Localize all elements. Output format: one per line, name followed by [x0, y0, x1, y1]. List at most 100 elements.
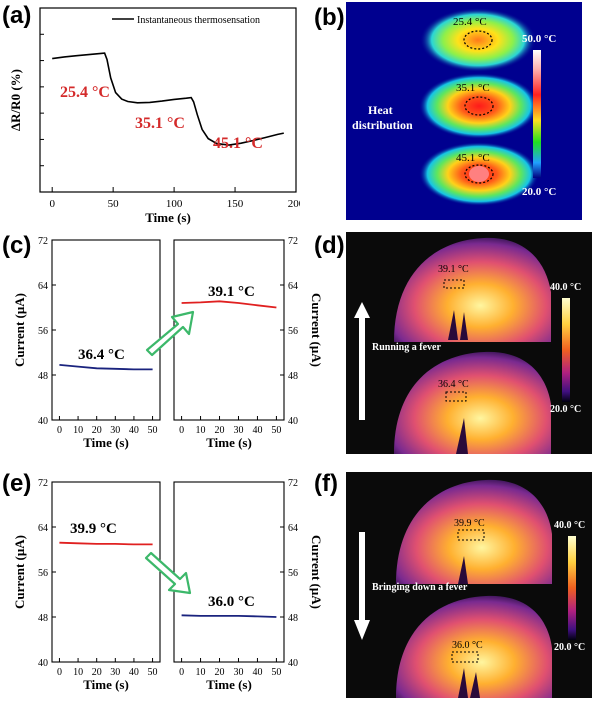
plot-frame: [51, 481, 161, 663]
x-tick-label: 30: [233, 425, 243, 436]
y-tick-label: 72: [288, 236, 298, 247]
x-tick-label: 30: [110, 667, 120, 678]
series-line: [59, 541, 153, 546]
temp-annotation-a: 35.1 °C: [135, 115, 185, 132]
y-tick-label: 64: [288, 281, 298, 292]
temp-annotation: 39.1 °C: [208, 284, 255, 300]
x-tick-label: 40: [252, 667, 262, 678]
green-arrow-up-icon: [145, 310, 195, 357]
series-line: [181, 300, 277, 309]
panel-label-a: (a): [2, 2, 32, 29]
spot-temp-3: 45.1 °C: [456, 152, 490, 164]
spot-marker-d2: [445, 391, 467, 402]
y-axis-label-left: Current (μA): [12, 293, 27, 367]
x-axis-label: Time (s): [206, 435, 252, 450]
spot-marker-2: [464, 96, 494, 116]
heat-distribution-label: Heat distribution: [352, 103, 413, 132]
x-tick-label: 20: [92, 667, 102, 678]
spot-marker-1: [463, 30, 493, 50]
x-axis-label-a: Time (s): [145, 210, 191, 225]
sensor-wire-1: [448, 310, 458, 340]
sensor-wire-5: [458, 668, 468, 698]
x-tick-label: 40: [129, 425, 139, 436]
x-tick-label: 10: [196, 425, 206, 436]
bringing-down-fever-label: Bringing down a fever: [372, 582, 468, 593]
spot-temp-d2: 36.4 °C: [438, 379, 469, 390]
panel-label-b: (b): [314, 4, 345, 31]
head-thermal-4: [396, 595, 552, 698]
sensor-wire-2: [460, 312, 468, 340]
x-tick-label: 20: [215, 425, 225, 436]
heat-spot-2: [419, 73, 539, 139]
x-tick-label: 0: [57, 667, 62, 678]
y-tick-label: 72: [288, 478, 298, 489]
panel-label-e: (e): [2, 470, 32, 497]
series-line-a: [52, 52, 284, 146]
x-tick-label-a: 50: [108, 198, 120, 210]
y-tick-label: 48: [288, 613, 298, 624]
x-tick-label: 0: [179, 667, 184, 678]
x-tick-label-a: 0: [49, 198, 55, 210]
y-tick-label: 56: [288, 568, 298, 579]
sensor-wire-4: [458, 556, 468, 584]
y-tick-label: 40: [288, 416, 298, 427]
x-axis-label: Time (s): [83, 677, 129, 692]
panel-label-c: (c): [2, 232, 32, 259]
y-tick-label: 40: [38, 658, 48, 669]
x-tick-label-a: 150: [227, 198, 244, 210]
colorbar-max-b: 50.0 °C: [522, 33, 556, 45]
y-tick-label: 64: [288, 523, 298, 534]
chart-a: 0 50 100 150 200 Time (s) ΔR/R0 (%) Instantaneo…: [8, 7, 300, 225]
y-tick-label: 56: [38, 568, 48, 579]
x-axis-label: Time (s): [83, 435, 129, 450]
temp-annotation: 39.9 °C: [70, 521, 117, 537]
y-tick-label: 56: [288, 326, 298, 337]
x-tick-label: 10: [73, 667, 83, 678]
y-tick-label: 40: [38, 416, 48, 427]
x-tick-label: 50: [148, 425, 158, 436]
thermal-image-f: 39.9 °C 36.0 °C Bringing down a fever 40…: [346, 472, 592, 698]
spot-temp-f1: 39.9 °C: [454, 518, 485, 529]
spot-marker-f2: [451, 651, 479, 663]
colorbar-min-f: 20.0 °C: [554, 642, 585, 653]
x-tick-label: 50: [271, 667, 281, 678]
y-tick-label: 40: [288, 658, 298, 669]
sensor-wire-3: [456, 418, 468, 454]
temp-annotation-a: 25.4 °C: [60, 84, 110, 101]
y-axis-label-right: Current (μA): [309, 535, 324, 609]
x-tick-label: 0: [179, 425, 184, 436]
temp-annotation: 36.4 °C: [78, 347, 125, 363]
legend-label-a: Instantaneous thermosensation: [137, 15, 260, 26]
y-axis-label-right: Current (μA): [309, 293, 324, 367]
x-tick-label: 50: [271, 425, 281, 436]
series-line: [59, 364, 153, 371]
x-tick-label: 20: [215, 667, 225, 678]
green-arrow-down-icon: [144, 551, 192, 595]
spot-marker-d1: [443, 279, 465, 289]
y-tick-label: 48: [38, 613, 48, 624]
plot-frame: [173, 481, 285, 663]
series-line: [181, 614, 277, 618]
head-thermal-2: [394, 351, 551, 454]
x-tick-label: 10: [196, 667, 206, 678]
x-axis-label: Time (s): [206, 677, 252, 692]
plot-frame: [51, 239, 161, 421]
head-thermal-1: [394, 237, 551, 342]
colorbar-min-d: 20.0 °C: [550, 404, 581, 415]
spot-temp-2: 35.1 °C: [456, 82, 490, 94]
panel-label-f: (f): [314, 470, 338, 497]
thermal-image-d: 39.1 °C 36.4 °C Running a fever 40.0 °C …: [346, 232, 592, 454]
y-tick-label: 48: [38, 371, 48, 382]
x-tick-label: 30: [110, 425, 120, 436]
sensor-wire-6: [470, 672, 480, 698]
spot-marker-f1: [457, 529, 485, 541]
heat-spot-1: [420, 8, 536, 72]
colorbar-min-b: 20.0 °C: [522, 186, 556, 198]
up-arrow-icon: [354, 302, 370, 420]
y-tick-label: 72: [38, 236, 48, 247]
x-tick-label: 20: [92, 425, 102, 436]
x-tick-label: 40: [129, 667, 139, 678]
temp-annotation: 36.0 °C: [208, 594, 255, 610]
